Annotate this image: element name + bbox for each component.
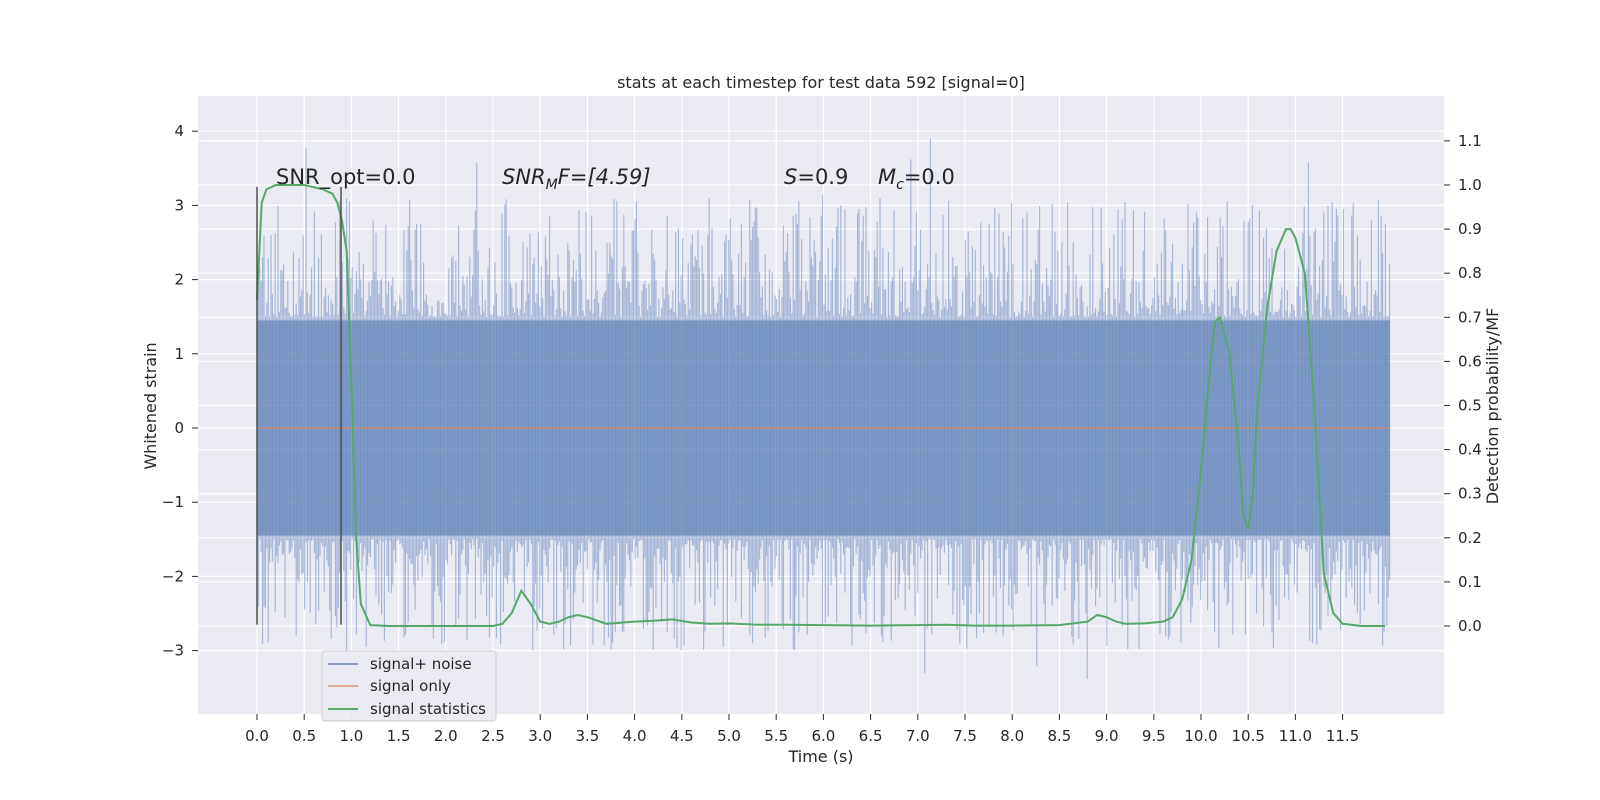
y-right-tick-label: 0.5 xyxy=(1458,397,1482,415)
y-right-tick-label: 0.3 xyxy=(1458,485,1482,503)
y-right-tick-label: 0.0 xyxy=(1458,617,1482,635)
annotation-mc-rest: =0.0 xyxy=(904,165,955,189)
chart-title: stats at each timestep for test data 592… xyxy=(617,73,1025,92)
y-left-tick-label: −1 xyxy=(162,493,184,511)
annotation-snr-mf: SNRMF=[4.59] xyxy=(502,165,651,193)
tick-labels: 0.0 0.5 1.0 1.5 2.0 2.5 3.0 3.5 4.0 4.5 5.0 5.5 6.0 6… xyxy=(162,122,1482,745)
y-left-tick-label: 0 xyxy=(174,419,184,437)
y-axis-label-left: Whitened strain xyxy=(141,342,160,469)
x-tick-label: 1.5 xyxy=(387,727,411,745)
y-right-tick-label: 0.4 xyxy=(1458,441,1482,459)
y-left-tick-label: 2 xyxy=(174,271,184,289)
x-tick-label: 7.0 xyxy=(906,727,930,745)
x-tick-label: 0.0 xyxy=(245,727,269,745)
x-tick-label: 8.5 xyxy=(1047,727,1071,745)
x-tick-label: 2.0 xyxy=(434,727,458,745)
annotation-snr-mf-sub: M xyxy=(546,177,558,193)
x-tick-label: 1.0 xyxy=(339,727,363,745)
legend-label-signal-only: signal only xyxy=(370,677,451,695)
x-tick-label: 4.5 xyxy=(670,727,694,745)
x-tick-label: 0.5 xyxy=(292,727,316,745)
x-tick-label: 3.0 xyxy=(528,727,552,745)
x-tick-label: 10.5 xyxy=(1231,727,1264,745)
annotation-mc-sub: c xyxy=(896,177,904,193)
y-left-tick-label: −3 xyxy=(162,642,184,660)
annotation-snr-mf-main: SNR xyxy=(502,165,546,189)
legend-label-signal-statistics: signal statistics xyxy=(370,700,486,718)
y-left-tick-label: 3 xyxy=(174,196,184,214)
y-axis-label-right: Detection probability/MF xyxy=(1483,308,1502,505)
x-tick-label: 6.5 xyxy=(859,727,883,745)
annotations: SNR_opt=0.0 SNRMF=[4.59] S=0.9 Mc=0.0 xyxy=(276,165,955,193)
y-right-tick-label: 0.1 xyxy=(1458,573,1482,591)
x-tick-label: 11.5 xyxy=(1326,727,1359,745)
annotation-snr-opt: SNR_opt=0.0 xyxy=(276,165,416,190)
legend-box xyxy=(321,650,497,722)
x-tick-label: 4.0 xyxy=(623,727,647,745)
annotation-s-rest: =0.9 xyxy=(797,165,848,189)
annotation-mc: Mc=0.0 xyxy=(878,165,955,193)
annotation-mc-var: M xyxy=(878,165,896,189)
x-tick-label: 11.0 xyxy=(1279,727,1312,745)
marker-lines xyxy=(256,186,342,625)
x-tick-label: 5.5 xyxy=(764,727,788,745)
x-tick-label: 3.5 xyxy=(575,727,599,745)
x-tick-label: 5.0 xyxy=(717,727,741,745)
y-left-tick-label: 1 xyxy=(174,345,184,363)
y-right-tick-label: 0.2 xyxy=(1458,529,1482,547)
x-tick-label: 7.5 xyxy=(953,727,977,745)
x-tick-label: 6.0 xyxy=(811,727,835,745)
legend-label-signal-noise: signal+ noise xyxy=(370,655,472,673)
series-layer xyxy=(256,184,1390,627)
y-right-tick-label: 0.8 xyxy=(1458,264,1482,282)
annotation-s: S=0.9 xyxy=(784,165,848,189)
x-tick-label: 10.0 xyxy=(1184,727,1217,745)
x-tick-label: 8.0 xyxy=(1000,727,1024,745)
signal-statistics-line xyxy=(256,184,1386,627)
y-left-tick-label: 4 xyxy=(174,122,184,140)
annotation-s-var: S xyxy=(784,165,797,189)
x-tick-label: 9.5 xyxy=(1142,727,1166,745)
x-tick-label: 2.5 xyxy=(481,727,505,745)
y-right-tick-label: 0.7 xyxy=(1458,308,1482,326)
y-right-tick-label: 1.1 xyxy=(1458,132,1482,150)
y-right-tick-label: 0.9 xyxy=(1458,220,1482,238)
legend: signal+ noise signal only signal statist… xyxy=(321,650,497,722)
y-right-tick-label: 1.0 xyxy=(1458,176,1482,194)
annotation-snr-mf-rest: F=[4.59] xyxy=(558,165,651,189)
x-axis-label: Time (s) xyxy=(787,747,853,766)
y-right-tick-label: 0.6 xyxy=(1458,352,1482,370)
x-tick-label: 9.0 xyxy=(1095,727,1119,745)
y-left-tick-label: −2 xyxy=(162,567,184,585)
